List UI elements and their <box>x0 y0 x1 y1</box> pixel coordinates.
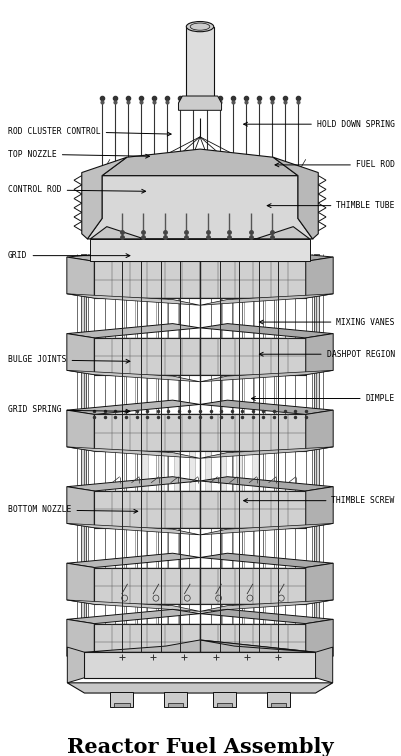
Polygon shape <box>85 640 316 652</box>
Polygon shape <box>306 487 333 528</box>
Bar <box>110 692 134 708</box>
Polygon shape <box>67 487 94 528</box>
Polygon shape <box>200 553 333 568</box>
Text: CONTROL ROD: CONTROL ROD <box>8 185 146 194</box>
Polygon shape <box>178 96 222 110</box>
Text: TOP NOZZLE: TOP NOZZLE <box>8 150 150 159</box>
Polygon shape <box>200 600 333 612</box>
Polygon shape <box>314 254 320 657</box>
Polygon shape <box>67 477 200 491</box>
Bar <box>252 451 258 491</box>
Bar <box>168 703 183 708</box>
Bar <box>186 26 214 96</box>
Polygon shape <box>200 656 333 668</box>
Text: FUEL ROD: FUEL ROD <box>275 160 395 169</box>
Polygon shape <box>67 609 200 624</box>
Polygon shape <box>200 400 333 414</box>
Text: GRID SPRING: GRID SPRING <box>8 405 130 414</box>
Bar <box>189 451 195 491</box>
Text: DASHPOT REGION: DASHPOT REGION <box>259 350 395 358</box>
Polygon shape <box>102 149 298 175</box>
Polygon shape <box>67 333 94 375</box>
Polygon shape <box>67 447 200 458</box>
Text: Reactor Fuel Assembly: Reactor Fuel Assembly <box>67 737 334 756</box>
Text: ROD CLUSTER CONTROL: ROD CLUSTER CONTROL <box>8 127 171 136</box>
Polygon shape <box>200 370 333 382</box>
Bar <box>217 703 232 708</box>
Polygon shape <box>67 563 94 604</box>
Polygon shape <box>94 262 306 298</box>
Bar <box>142 451 148 491</box>
Polygon shape <box>67 619 94 661</box>
Text: THIMBLE SCREW: THIMBLE SCREW <box>244 496 395 505</box>
Polygon shape <box>94 338 306 375</box>
Bar <box>221 451 227 491</box>
Polygon shape <box>306 619 333 661</box>
Polygon shape <box>67 324 200 338</box>
Bar <box>174 451 179 491</box>
Polygon shape <box>316 647 333 683</box>
Text: DIMPLE: DIMPLE <box>251 394 395 403</box>
Text: MIXING VANES: MIXING VANES <box>259 318 395 327</box>
Polygon shape <box>67 600 200 612</box>
Polygon shape <box>306 257 333 298</box>
Bar <box>213 692 236 708</box>
Text: BOTTOM NOZZLE: BOTTOM NOZZLE <box>8 506 138 514</box>
Polygon shape <box>200 477 333 491</box>
Polygon shape <box>67 400 200 414</box>
Polygon shape <box>94 414 306 451</box>
Polygon shape <box>94 624 306 661</box>
Polygon shape <box>306 333 333 375</box>
Polygon shape <box>67 656 200 668</box>
Polygon shape <box>90 227 310 257</box>
Ellipse shape <box>186 21 214 32</box>
Polygon shape <box>67 370 200 382</box>
Polygon shape <box>94 491 306 528</box>
Text: HOLD DOWN SPRING: HOLD DOWN SPRING <box>244 119 395 129</box>
Text: BULGE JOINTS: BULGE JOINTS <box>8 355 130 364</box>
Bar <box>164 692 187 708</box>
Polygon shape <box>200 447 333 458</box>
Text: THIMBLE TUBE: THIMBLE TUBE <box>267 201 395 210</box>
Bar <box>271 703 286 708</box>
Polygon shape <box>81 254 87 657</box>
Text: GRID: GRID <box>8 251 130 260</box>
Polygon shape <box>200 294 333 305</box>
Polygon shape <box>67 553 200 568</box>
Polygon shape <box>306 563 333 604</box>
Polygon shape <box>90 239 310 262</box>
Polygon shape <box>82 157 127 239</box>
Polygon shape <box>200 247 333 262</box>
Polygon shape <box>87 175 313 239</box>
Polygon shape <box>67 247 200 262</box>
Polygon shape <box>200 523 333 534</box>
Polygon shape <box>273 157 318 239</box>
Polygon shape <box>67 411 94 451</box>
Bar <box>114 703 130 708</box>
Polygon shape <box>67 647 85 683</box>
Polygon shape <box>200 609 333 624</box>
Polygon shape <box>200 640 316 652</box>
Bar <box>205 451 211 491</box>
Bar <box>158 451 164 491</box>
Polygon shape <box>67 294 200 305</box>
Polygon shape <box>306 411 333 451</box>
Polygon shape <box>67 683 333 693</box>
Polygon shape <box>94 568 306 604</box>
Polygon shape <box>67 257 94 298</box>
Polygon shape <box>85 652 316 677</box>
Polygon shape <box>200 324 333 338</box>
Bar <box>236 451 242 491</box>
Polygon shape <box>67 523 200 534</box>
Bar <box>267 692 290 708</box>
